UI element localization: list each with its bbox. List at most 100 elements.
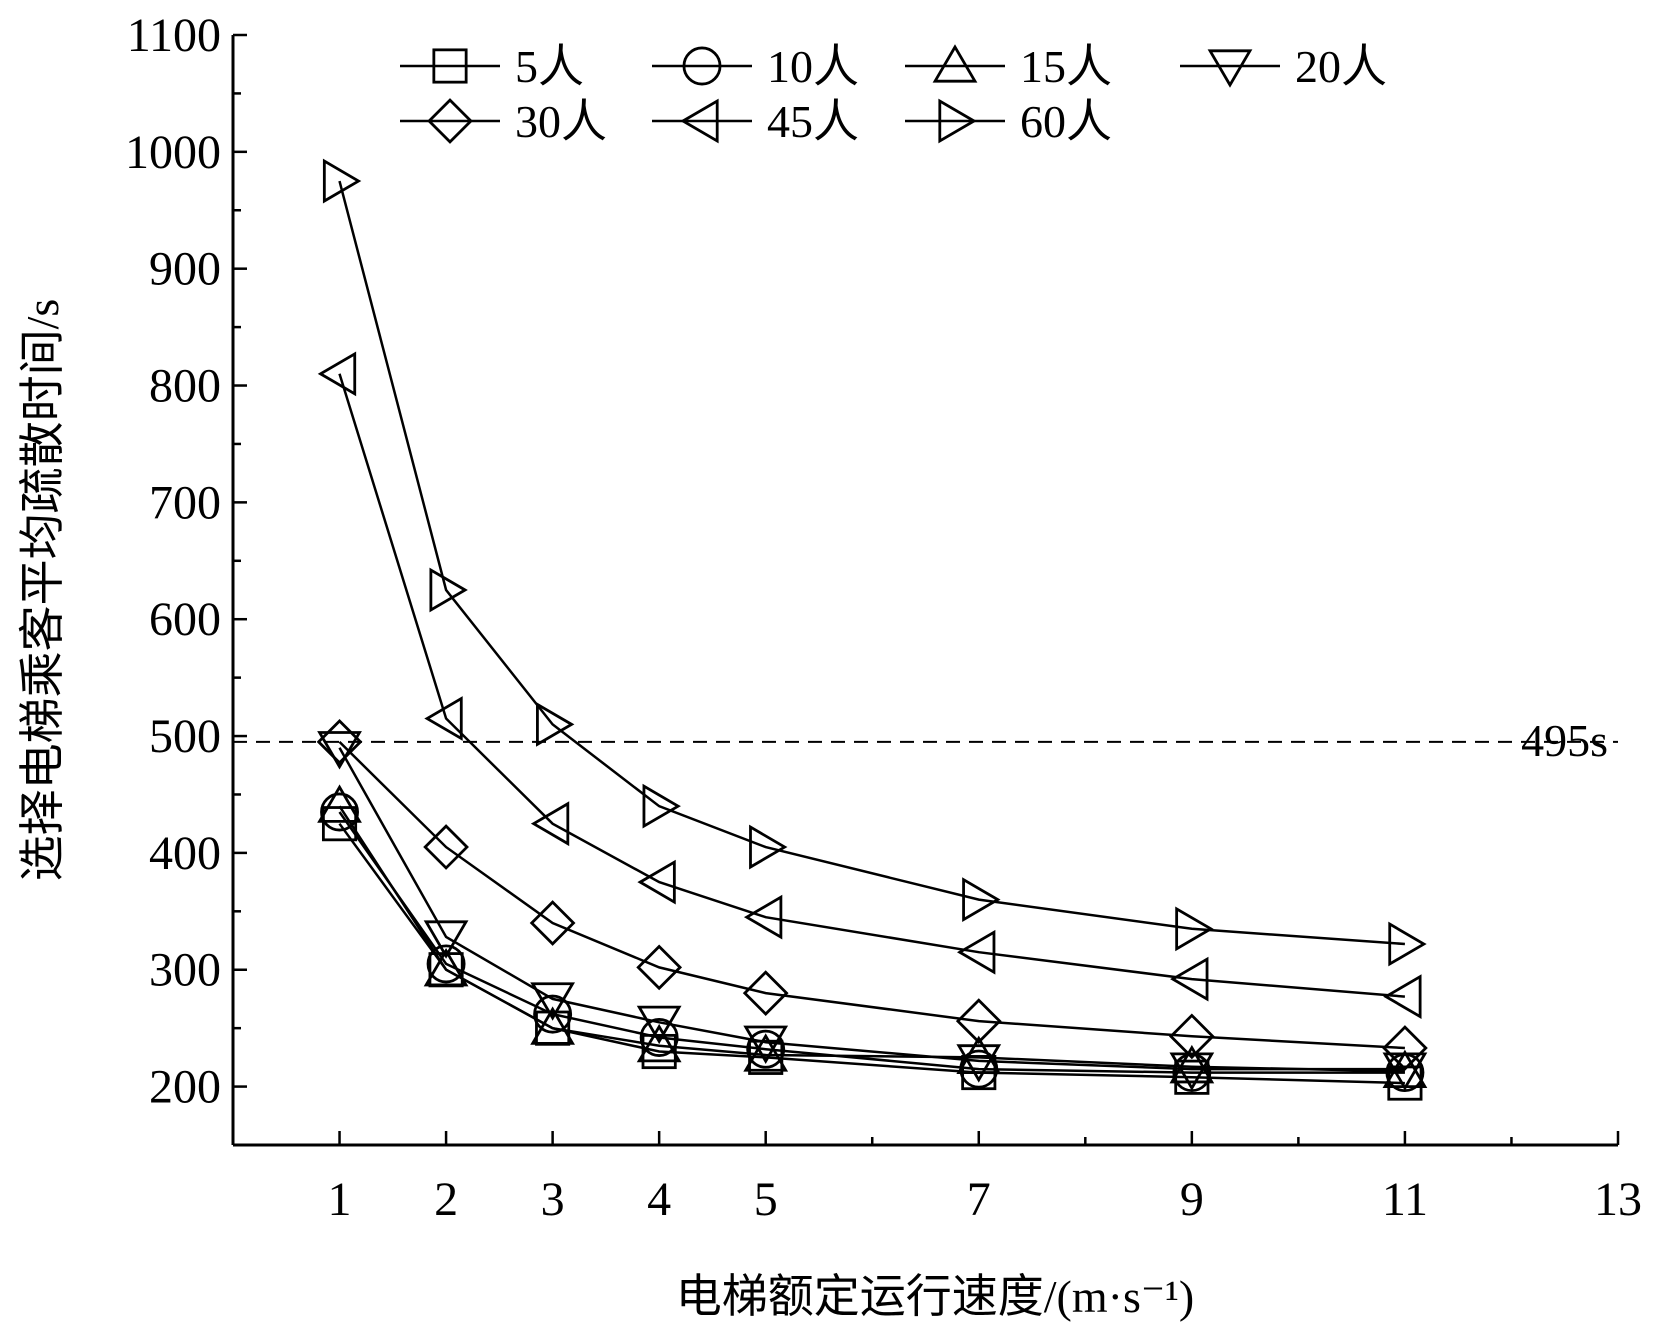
data-point [639, 1018, 679, 1057]
data-point [636, 1023, 682, 1063]
y-tick-label: 900 [149, 243, 221, 296]
data-point [530, 1006, 576, 1045]
legend-marker [682, 46, 722, 86]
data-point [746, 1029, 786, 1069]
data-point [530, 801, 570, 847]
data-point [743, 1033, 789, 1072]
data-point [317, 731, 362, 770]
legend-label: 30人 [515, 96, 607, 147]
y-tick-label: 500 [149, 710, 221, 763]
legend-label: 60人 [1020, 96, 1112, 147]
legend-marker [932, 44, 978, 83]
data-point [636, 944, 683, 991]
data-point [749, 824, 788, 870]
x-tick-label: 3 [541, 1173, 565, 1226]
legend-marker [938, 98, 977, 144]
x-tick-label: 1 [328, 1173, 352, 1226]
legend-item: 20人 [1180, 41, 1387, 92]
legend: 5人 10人 15人 20人 30人 45人 60人 [400, 41, 1387, 147]
axes-group: 200 300 400 500 600 700 800 900 1000 1100 1 2 3 4 5 7 9 1… [125, 9, 1642, 1226]
legend-label: 10人 [767, 41, 859, 92]
data-point [1382, 1025, 1428, 1071]
legend-label: 20人 [1295, 41, 1387, 92]
data-point [1175, 906, 1214, 952]
x-tick-label: 11 [1382, 1173, 1428, 1226]
y-tick-label: 600 [149, 593, 221, 646]
data-point [424, 696, 463, 741]
series-6 [317, 351, 1422, 1019]
series-line [338, 741, 1405, 1050]
y-tick-label: 700 [149, 476, 221, 529]
x-tick-label: 9 [1180, 1173, 1204, 1226]
data-point [320, 792, 359, 832]
x-tick-label: 2 [434, 1173, 458, 1226]
series-line [338, 373, 1406, 998]
data-point [533, 994, 573, 1034]
data-point [423, 824, 469, 870]
y-tick-label: 1100 [127, 9, 221, 62]
series-5 [316, 719, 1428, 1071]
series-4 [317, 731, 1428, 1091]
x-axis-title: 电梯额定运行速度/(m·s⁻¹) [676, 1271, 1195, 1322]
series-line [338, 811, 1405, 1074]
y-axis-title: 选择电梯乘客平均疏散时间/s [17, 299, 68, 882]
legend-marker [680, 98, 719, 144]
data-point [641, 1033, 677, 1070]
data-point [636, 1005, 682, 1045]
legend-label: 15人 [1020, 41, 1112, 92]
series-group [316, 158, 1428, 1101]
legend-label: 45人 [767, 96, 859, 147]
series-2 [320, 792, 1425, 1093]
data-point [317, 784, 362, 823]
data-point [316, 719, 363, 765]
y-tick-label: 800 [149, 360, 221, 413]
legend-item: 60人 [905, 96, 1112, 147]
data-point [743, 1025, 789, 1064]
y-tick-label: 200 [149, 1061, 221, 1114]
data-point [743, 894, 783, 940]
data-point [429, 567, 468, 613]
series-line [338, 180, 1405, 946]
data-point [1382, 1052, 1428, 1091]
legend-item: 30人 [400, 96, 607, 147]
data-point [642, 783, 681, 829]
x-tick-label: 5 [754, 1173, 778, 1226]
reference-line-label: 495s [1521, 715, 1608, 766]
legend-item: 5人 [400, 41, 584, 92]
legend-item: 10人 [652, 41, 859, 92]
reference-line-group: 495s [233, 715, 1618, 766]
data-point [962, 877, 1001, 923]
data-point [1169, 1052, 1215, 1091]
x-tick-label: 7 [967, 1173, 991, 1226]
data-point [423, 947, 469, 987]
legend-marker [1207, 49, 1253, 88]
data-point [536, 701, 575, 747]
series-line [338, 805, 1405, 1073]
data-point [426, 944, 466, 984]
data-point [955, 998, 1002, 1045]
x-tick-label: 13 [1594, 1173, 1642, 1226]
legend-item: 45人 [652, 96, 859, 147]
y-tick-label: 1000 [125, 126, 221, 179]
data-point [1388, 921, 1427, 967]
data-point [322, 158, 362, 204]
x-tick-label: 4 [647, 1173, 671, 1226]
series-3 [317, 784, 1428, 1088]
data-point [317, 351, 357, 397]
legend-label: 5人 [515, 41, 584, 92]
y-tick-label: 400 [149, 827, 221, 880]
data-point [742, 970, 789, 1016]
series-line [338, 747, 1405, 1071]
legend-marker [432, 48, 468, 84]
legend-item: 15人 [905, 41, 1112, 92]
data-point [529, 900, 576, 946]
data-point [956, 1044, 1002, 1083]
data-point [530, 982, 576, 1021]
data-point [637, 859, 676, 905]
data-point [423, 920, 469, 959]
data-point [956, 929, 996, 975]
y-tick-label: 300 [149, 944, 221, 997]
data-point [1170, 956, 1209, 1002]
data-point [1168, 1013, 1215, 1060]
